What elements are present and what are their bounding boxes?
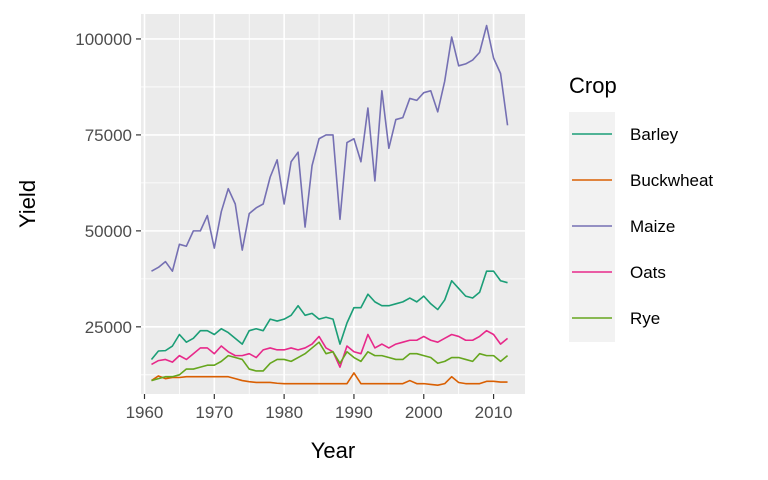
- plot-panel: [141, 14, 525, 394]
- legend: Crop Barley Buckwheat Maize Oats Rye: [569, 73, 713, 342]
- legend-label-barley: Barley: [630, 125, 679, 144]
- minor-gridlines: [141, 14, 525, 394]
- series-line-maize: [151, 24, 509, 272]
- x-tick-label: 2010: [475, 403, 513, 422]
- legend-label-maize: Maize: [630, 217, 675, 236]
- legend-label-buckwheat: Buckwheat: [630, 171, 713, 190]
- legend-label-rye: Rye: [630, 309, 660, 328]
- legend-label-oats: Oats: [630, 263, 666, 282]
- series-line-barley: [150, 270, 508, 360]
- series-lines: [150, 24, 509, 386]
- x-axis-ticks: 1960 1970 1980 1990 2000 2010: [126, 394, 513, 422]
- y-tick-label: 25000: [85, 318, 132, 337]
- y-axis-title: Yield: [15, 180, 40, 228]
- x-tick-label: 1980: [265, 403, 303, 422]
- legend-key-background: [569, 112, 615, 342]
- series-line-rye: [151, 341, 509, 382]
- series-line-buckwheat: [151, 372, 508, 386]
- y-axis-ticks: 25000 50000 75000 100000: [75, 30, 141, 337]
- x-tick-label: 1960: [126, 403, 164, 422]
- x-tick-label: 1970: [195, 403, 233, 422]
- legend-items: Barley Buckwheat Maize Oats Rye: [572, 125, 713, 328]
- x-axis-title: Year: [311, 438, 355, 463]
- y-tick-label: 100000: [75, 30, 132, 49]
- legend-title: Crop: [569, 73, 617, 98]
- series-line-oats: [151, 329, 509, 368]
- x-tick-label: 2000: [405, 403, 443, 422]
- x-tick-label: 1990: [335, 403, 373, 422]
- y-tick-label: 75000: [85, 126, 132, 145]
- y-tick-label: 50000: [85, 222, 132, 241]
